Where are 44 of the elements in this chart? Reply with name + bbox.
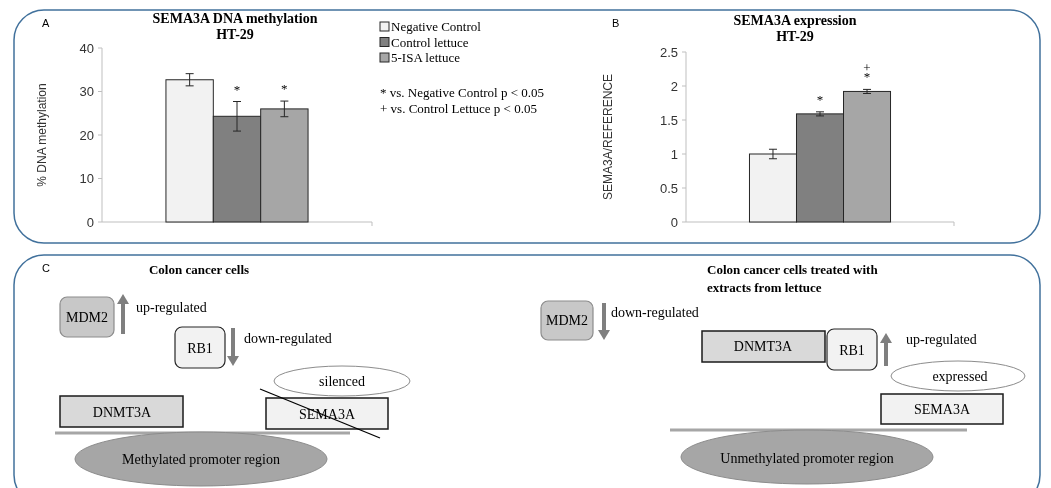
text: Methylated promoter region xyxy=(122,452,280,467)
text: * vs. Negative Control p < 0.05 xyxy=(380,85,545,100)
y-tick-label: 0 xyxy=(670,214,678,230)
chart-title: SEMA3A DNA methylation HT-29 xyxy=(152,11,318,42)
y-tick-label: 0 xyxy=(86,214,94,230)
text: DNMT3A xyxy=(733,339,794,354)
y-tick-label: 40 xyxy=(79,40,94,56)
text: DNMT3A xyxy=(92,405,153,420)
y-axis-title: % DNA methylation xyxy=(35,83,49,187)
legend-label: Control lettuce xyxy=(391,34,469,50)
text: B xyxy=(612,17,620,29)
text: RB1 xyxy=(187,341,213,356)
data-label: * xyxy=(281,81,288,97)
y-tick-label: 30 xyxy=(79,84,94,100)
y-tick-label: 2 xyxy=(670,78,678,94)
y-tick-label: 0.5 xyxy=(659,180,678,196)
chart-title: SEMA3A expression HT-29 xyxy=(733,13,857,44)
text: Colon cancer cells xyxy=(148,262,250,277)
text: Colon cancer cells treated with extracts from lettuce xyxy=(707,262,879,295)
text: up-regulated xyxy=(136,300,207,315)
y-tick-label: 1.5 xyxy=(659,112,678,128)
y-tick-label: 2.5 xyxy=(659,44,678,60)
legend-label: 5-ISA lettuce xyxy=(391,50,461,65)
text: A xyxy=(42,17,50,29)
legend-label: Negative Control xyxy=(391,19,482,34)
y-tick-label: 10 xyxy=(79,171,94,187)
text: MDM2 xyxy=(545,313,589,328)
text: expressed xyxy=(932,369,988,384)
text: C xyxy=(42,262,50,274)
text: silenced xyxy=(319,374,365,389)
y-tick-label: 20 xyxy=(79,127,94,143)
data-label: * xyxy=(233,81,241,97)
data-label: + * xyxy=(863,60,871,85)
text: up-regulated xyxy=(906,332,977,347)
y-axis-title: SEMA3A/REFERENCE xyxy=(601,73,615,201)
text: down-regulated xyxy=(611,305,699,320)
text: Unmethylated promoter region xyxy=(720,451,894,466)
text: RB1 xyxy=(839,343,865,358)
text: MDM2 xyxy=(65,310,109,325)
y-tick-label: 1 xyxy=(670,146,678,162)
text: + vs. Control Lettuce p < 0.05 xyxy=(380,101,537,116)
text: down-regulated xyxy=(244,331,332,346)
text: SEMA3A xyxy=(913,402,971,417)
data-label: * xyxy=(816,91,824,107)
